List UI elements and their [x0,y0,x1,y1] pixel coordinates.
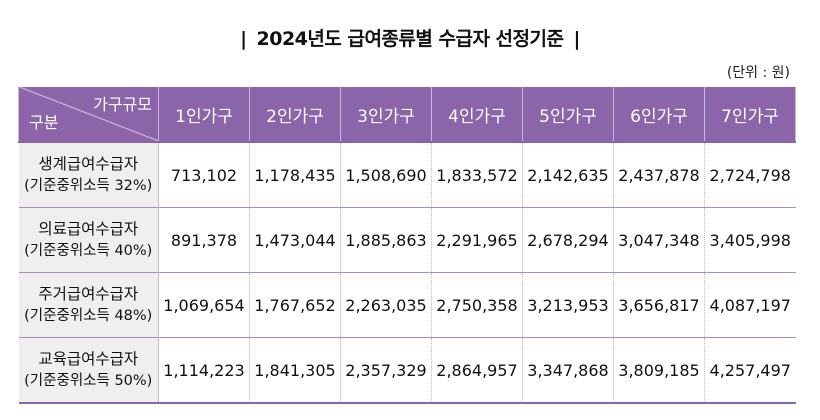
table-cell: 3,213,953 [522,272,614,338]
table-cell: 4,257,497 [704,337,796,403]
row-name: 교육급여수급자 [38,350,139,368]
table-cell: 1,841,305 [249,337,341,403]
column-header: 3인가구 [340,87,432,142]
table-cell: 1,114,223 [158,337,250,403]
table-cell: 1,178,435 [249,142,341,208]
column-header: 7인가구 [704,87,796,142]
column-header: 2인가구 [249,87,341,142]
table-cell: 1,767,652 [249,272,341,338]
table-cell: 2,142,635 [522,142,614,208]
page-title: | 2024년도 급여종류별 수급자 선정기준 | [0,24,820,51]
row-name: 생계급여수급자 [38,155,139,173]
table-cell: 2,357,329 [340,337,432,403]
table-cell: 1,069,654 [158,272,250,338]
table-row: 주거급여수급자 (기준중위소득 48%) 1,069,654 1,767,652… [18,272,796,338]
table-row: 교육급여수급자 (기준중위소득 50%) 1,114,223 1,841,305… [18,337,796,403]
row-header: 교육급여수급자 (기준중위소득 50%) [18,337,159,403]
header-corner-cell: 가구규모 구분 [18,87,159,142]
row-subtitle: (기준중위소득 32%) [24,178,153,194]
column-header: 4인가구 [431,87,523,142]
table-cell: 2,291,965 [431,207,523,273]
table-cell: 1,473,044 [249,207,341,273]
title-bar-left: | [240,28,247,50]
table-cell: 2,724,798 [704,142,796,208]
column-header: 1인가구 [158,87,250,142]
row-subtitle: (기준중위소득 40%) [24,243,153,259]
column-header: 5인가구 [522,87,614,142]
row-name: 의료급여수급자 [38,220,139,238]
table-cell: 2,750,358 [431,272,523,338]
table-cell: 2,678,294 [522,207,614,273]
table-cell: 3,656,817 [613,272,705,338]
table-cell: 2,437,878 [613,142,705,208]
table-cell: 4,087,197 [704,272,796,338]
unit-label: (단위 : 원) [726,65,790,81]
table-cell: 891,378 [158,207,250,273]
criteria-table: 가구규모 구분 1인가구 2인가구 3인가구 4인가구 5인가구 6인가구 7인… [18,87,796,404]
row-name: 주거급여수급자 [38,285,139,303]
table-cell: 713,102 [158,142,250,208]
table-cell: 3,047,348 [613,207,705,273]
title-bar-right: | [573,28,580,50]
table-cell: 3,405,998 [704,207,796,273]
table-row: 의료급여수급자 (기준중위소득 40%) 891,378 1,473,044 1… [18,207,796,273]
corner-row-label: 구분 [29,113,59,132]
table-cell: 1,508,690 [340,142,432,208]
table-cell: 1,885,863 [340,207,432,273]
row-subtitle: (기준중위소득 48%) [24,308,153,324]
table-cell: 3,809,185 [613,337,705,403]
row-header: 주거급여수급자 (기준중위소득 48%) [18,272,159,338]
row-header: 의료급여수급자 (기준중위소득 40%) [18,207,159,273]
title-text: 2024년도 급여종류별 수급자 선정기준 [256,28,564,50]
table-cell: 3,347,868 [522,337,614,403]
table-cell: 2,263,035 [340,272,432,338]
header-row: 가구규모 구분 1인가구 2인가구 3인가구 4인가구 5인가구 6인가구 7인… [18,87,796,142]
corner-column-label: 가구규모 [93,95,152,114]
column-header: 6인가구 [613,87,705,142]
table-row: 생계급여수급자 (기준중위소득 32%) 713,102 1,178,435 1… [18,142,796,208]
row-subtitle: (기준중위소득 50%) [24,373,153,389]
table-cell: 1,833,572 [431,142,523,208]
row-header: 생계급여수급자 (기준중위소득 32%) [18,142,159,208]
table-cell: 2,864,957 [431,337,523,403]
